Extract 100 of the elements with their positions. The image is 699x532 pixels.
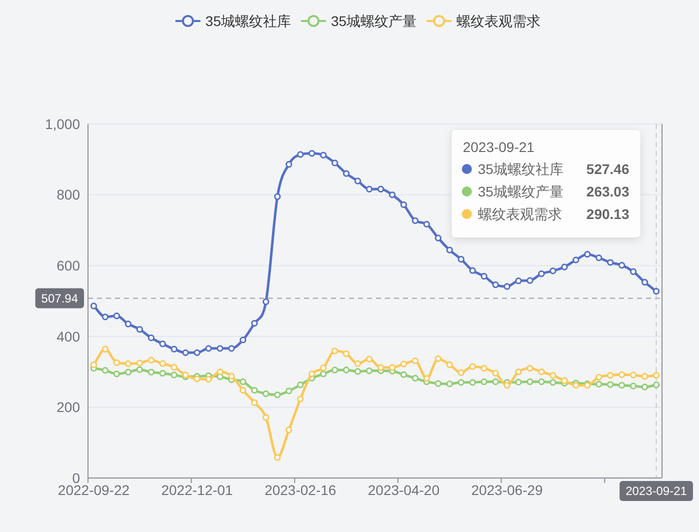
point bbox=[538, 378, 545, 386]
point bbox=[251, 386, 258, 394]
xpointer-label: 2023-09-21 bbox=[620, 481, 693, 501]
point bbox=[297, 151, 304, 158]
point bbox=[550, 379, 556, 386]
point bbox=[274, 193, 281, 200]
point bbox=[388, 191, 396, 198]
point bbox=[136, 366, 144, 374]
point bbox=[434, 234, 442, 242]
point bbox=[366, 356, 373, 362]
point bbox=[320, 152, 327, 158]
point bbox=[434, 380, 442, 387]
point bbox=[641, 384, 648, 390]
point bbox=[412, 217, 419, 224]
point bbox=[446, 361, 453, 368]
point bbox=[596, 380, 602, 388]
point bbox=[458, 256, 464, 263]
point bbox=[102, 314, 109, 320]
point bbox=[90, 361, 98, 368]
point bbox=[308, 150, 316, 157]
point bbox=[113, 370, 120, 378]
point bbox=[480, 364, 488, 372]
point bbox=[572, 382, 580, 389]
point bbox=[572, 256, 580, 264]
point bbox=[480, 378, 488, 386]
ytick-label: 200 bbox=[56, 399, 80, 416]
point bbox=[170, 372, 178, 378]
point bbox=[124, 320, 132, 328]
point bbox=[515, 368, 522, 376]
point bbox=[504, 283, 510, 290]
point bbox=[526, 364, 534, 372]
point bbox=[102, 367, 109, 374]
point bbox=[458, 369, 464, 376]
point bbox=[618, 382, 626, 389]
point bbox=[297, 396, 304, 402]
point bbox=[366, 186, 373, 192]
point bbox=[458, 379, 464, 386]
point bbox=[492, 281, 499, 288]
point bbox=[377, 364, 384, 371]
point bbox=[652, 288, 660, 295]
point bbox=[286, 161, 292, 168]
point bbox=[320, 364, 327, 372]
legend-label: 35城螺纹产量 bbox=[478, 184, 564, 200]
point bbox=[136, 360, 144, 366]
point bbox=[515, 378, 522, 386]
point bbox=[480, 272, 488, 280]
xtick-label: 2022-12-01 bbox=[161, 482, 233, 498]
point bbox=[641, 373, 648, 380]
point bbox=[630, 382, 637, 390]
point bbox=[388, 364, 396, 371]
point bbox=[446, 246, 453, 254]
point bbox=[342, 170, 350, 177]
point bbox=[652, 372, 660, 379]
point bbox=[308, 370, 316, 378]
point bbox=[148, 356, 154, 364]
point bbox=[606, 259, 614, 266]
point bbox=[561, 264, 568, 270]
point bbox=[262, 414, 270, 421]
point bbox=[423, 375, 430, 382]
point bbox=[320, 370, 327, 378]
point bbox=[423, 220, 430, 228]
point bbox=[170, 346, 178, 352]
point bbox=[596, 254, 602, 262]
point bbox=[469, 363, 476, 370]
point bbox=[400, 201, 408, 208]
point bbox=[354, 368, 362, 375]
point bbox=[240, 378, 246, 386]
point bbox=[102, 346, 109, 352]
point bbox=[618, 262, 626, 269]
point bbox=[251, 399, 258, 406]
annotation: 290.13 bbox=[586, 206, 630, 222]
point bbox=[113, 312, 120, 320]
point bbox=[286, 388, 292, 394]
point bbox=[136, 326, 144, 333]
point bbox=[538, 270, 545, 278]
point bbox=[550, 372, 556, 379]
point bbox=[297, 382, 304, 388]
point bbox=[434, 355, 442, 362]
point bbox=[228, 345, 235, 352]
point bbox=[366, 367, 373, 374]
point bbox=[412, 357, 419, 364]
ypointer-label: 507.94 bbox=[35, 288, 84, 308]
point bbox=[584, 250, 591, 258]
point bbox=[504, 382, 510, 389]
ytick-label: 600 bbox=[56, 258, 80, 274]
point bbox=[630, 268, 637, 275]
point bbox=[159, 340, 166, 348]
point bbox=[205, 376, 212, 383]
point bbox=[515, 277, 522, 284]
point bbox=[286, 426, 292, 434]
point bbox=[331, 348, 338, 354]
point bbox=[216, 345, 224, 352]
point bbox=[596, 374, 602, 380]
point bbox=[446, 380, 453, 388]
annotation: 263.03 bbox=[586, 184, 630, 200]
point bbox=[159, 370, 166, 377]
point bbox=[618, 371, 626, 378]
x-tick-label: 2023-09-21 bbox=[626, 484, 688, 498]
point bbox=[170, 364, 178, 371]
xtick-label: 2023-04-20 bbox=[368, 482, 440, 498]
